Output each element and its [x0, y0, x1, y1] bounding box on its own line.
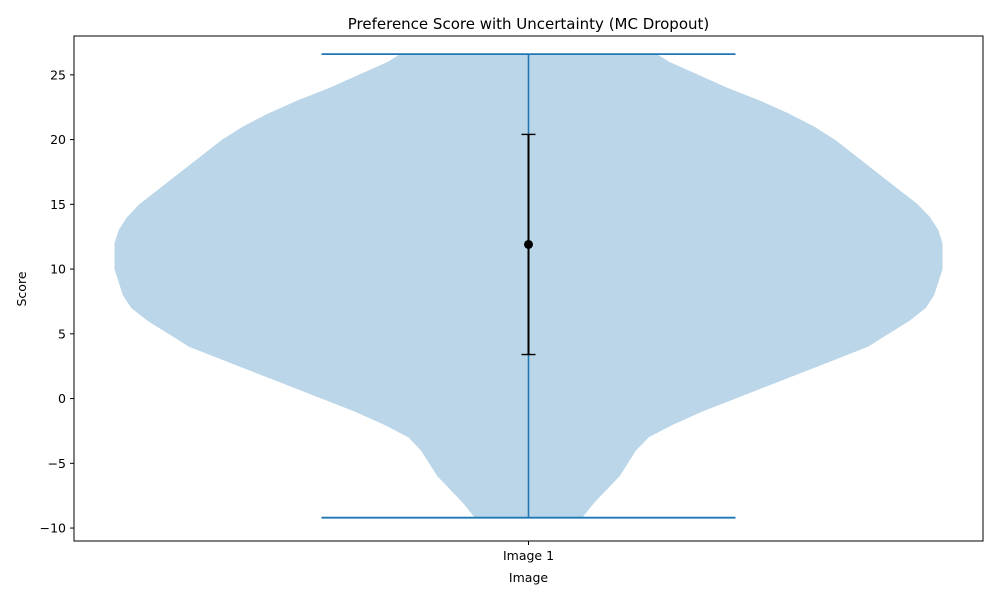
y-tick-label: 15 [50, 197, 66, 212]
y-tick-label: −10 [40, 521, 66, 536]
x-axis: Image 1 [503, 541, 554, 563]
chart-title: Preference Score with Uncertainty (MC Dr… [348, 15, 710, 33]
x-axis-label: Image [509, 570, 548, 585]
y-tick-label: 10 [50, 262, 66, 277]
errorbar-layer [521, 133, 536, 356]
y-axis-label: Score [14, 271, 29, 306]
y-tick-label: 0 [58, 391, 66, 406]
y-tick-label: 25 [50, 67, 66, 82]
y-tick-label: 20 [50, 132, 66, 147]
x-tick-label: Image 1 [503, 548, 554, 563]
y-tick-label: −5 [48, 456, 66, 471]
y-tick-label: 5 [58, 326, 66, 341]
y-axis: −10 −5 0 5 10 15 20 25 [40, 67, 74, 536]
errorbar-mean-point [524, 239, 533, 249]
